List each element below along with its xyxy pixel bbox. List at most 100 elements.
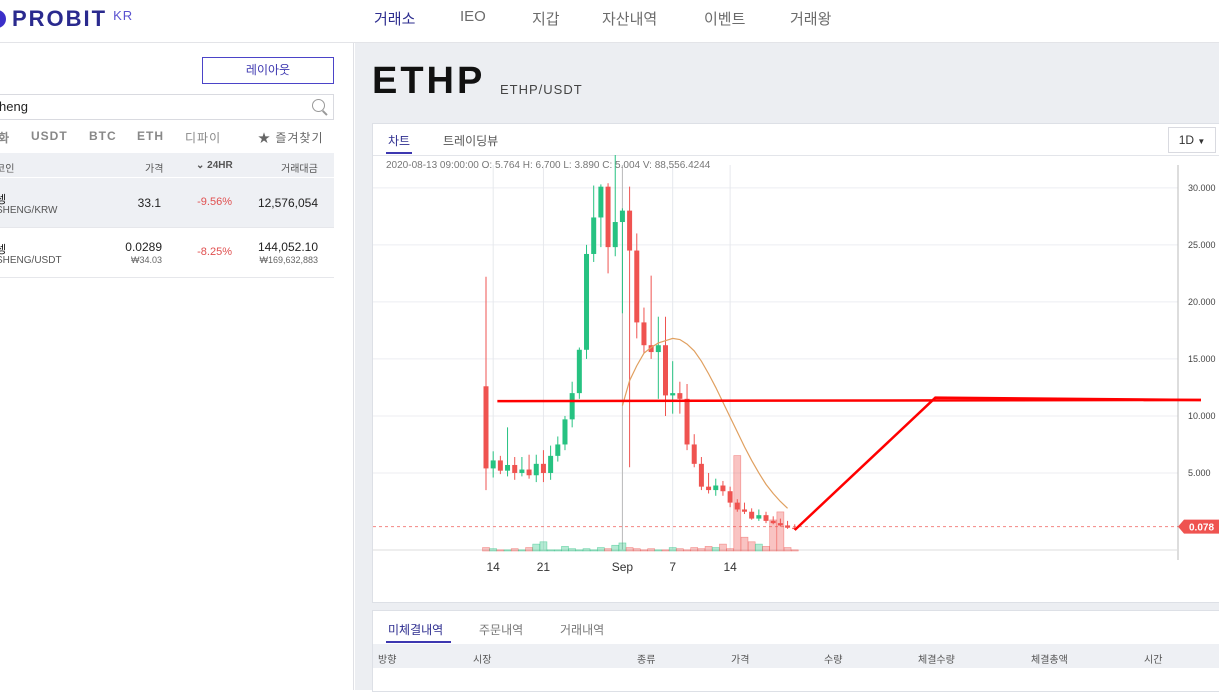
volume-bar [611,544,620,552]
nav-wallet[interactable]: 지갑 [532,11,560,28]
volume-bar [510,548,519,552]
candlestick-chart[interactable]: 30.000 25.000 20.000 15.000 10.000 5.000 14 21 S… [373,155,1219,600]
candle-body [634,250,640,323]
volume-bar [618,542,627,552]
candle-body [540,463,546,473]
logo-mark-icon [0,10,6,28]
tab-order-history[interactable]: 주문내역 [479,623,524,637]
candle-body [734,502,740,510]
nav-trading-king[interactable]: 거래왕 [790,11,832,28]
col-change[interactable]: ⌄ 24HR [196,160,233,171]
candle-body [569,393,575,420]
logo-region: KR [113,8,134,23]
coin-pair-label: ETHP/USDT [500,82,583,97]
interval-value: 1D [1178,133,1195,147]
tab-trade-history[interactable]: 거래내역 [560,623,605,637]
x-tick-label: Sep [612,560,634,574]
logo-text: PROBIT [12,6,108,31]
market-row[interactable]: 셍 SHENG/KRW 33.1 -9.56% 12,576,054 [0,178,334,228]
volume-bar [668,547,677,552]
market-tab-usdt[interactable]: USDT [31,129,68,143]
market-tab-favorites[interactable]: ★ 즐겨찾기 [258,131,324,145]
volume-bar [582,548,591,552]
volume-bar [697,548,706,552]
volume-bar [597,547,605,552]
candle-body [670,393,676,396]
search-icon[interactable] [312,99,325,112]
coin-volume: 144,052.10 [257,240,318,254]
candle-body [598,186,604,218]
col-price[interactable]: 가격 [145,164,164,175]
tab-tradingview[interactable]: 트레이딩뷰 [443,134,499,148]
coin-pair: SHENG/KRW [0,205,58,216]
col-coin[interactable]: 코인 [0,164,15,175]
candle-body [526,469,532,476]
volume-bar [554,549,562,552]
probit-logo[interactable]: PROBIT KR [0,6,133,32]
market-row[interactable]: 셍 SHENG/USDT 0.0289 ₩34.03 -8.25% 144,05… [0,228,334,278]
last-price-tag [1178,519,1219,534]
coin-price: 33.1 [137,196,161,210]
nav-exchange[interactable]: 거래소 [374,11,416,28]
candle-body [698,463,704,487]
coin-price: 0.0289 [125,240,162,254]
candle-body [505,464,511,471]
volume-bar [747,541,756,552]
active-tab-indicator [386,152,412,154]
volume-bar [482,547,490,552]
coin-title: ETHP [372,60,486,102]
y-tick-label: 25.000 [1188,240,1216,250]
volume-bar [632,548,641,552]
col-type: 종류 [637,655,656,666]
col-filled-total: 체결총액 [1031,655,1068,666]
market-tab-defi[interactable]: 디파이 [185,131,222,145]
tab-open-orders[interactable]: 미체결내역 [388,623,444,637]
volume-bar [640,549,648,552]
x-tick-label: 21 [537,560,551,574]
candle-body [677,393,683,399]
col-volume[interactable]: 거래대금 [281,164,318,175]
market-tab-eth[interactable]: ETH [137,129,164,143]
candle-body [691,444,697,464]
volume-bar [589,549,598,552]
volume-bar [719,543,727,552]
volume-bar [654,549,663,552]
interval-select[interactable]: 1D ▼ [1168,127,1216,153]
orders-panel: 미체결내역 주문내역 거래내역 방향 시장 종류 가격 수량 체결수량 체결총액… [372,610,1219,692]
volume-bar [575,549,584,552]
candle-body [619,210,625,223]
top-header: PROBIT KR 거래소 IEO 지갑 자산내역 이벤트 거래왕 [0,0,1219,43]
market-tab-krw[interactable]: 화 [0,131,11,145]
candle-body [720,485,726,492]
market-list-panel: 레이아웃 heng 화 USDT BTC ETH 디파이 ★ 즐겨찾기 코인 가… [0,43,354,690]
nav-events[interactable]: 이벤트 [704,11,746,28]
volume-bar [769,519,778,552]
candle-body [562,419,568,445]
tab-chart[interactable]: 차트 [388,134,411,148]
candle-body [655,345,661,353]
market-tab-btc[interactable]: BTC [89,129,117,143]
candle-body [483,386,489,469]
candle-body [706,486,712,491]
coin-volume-krw: ₩169,632,883 [259,255,318,265]
volume-bar [561,546,569,552]
volume-bar [726,548,734,552]
nav-asset-history[interactable]: 자산내역 [602,11,658,28]
caret-down-icon: ▼ [1197,137,1206,146]
orders-table-header: 방향 시장 종류 가격 수량 체결수량 체결총액 시간 [373,644,1219,668]
y-tick-label: 15.000 [1188,354,1216,364]
volume-bar [683,549,691,552]
volume-bar [790,549,799,552]
candle-body [684,398,690,445]
market-search-input[interactable]: heng [0,94,334,120]
volume-bar [539,541,548,552]
active-tab-indicator [386,641,451,643]
volume-bar [525,547,533,552]
candle-body [612,222,618,248]
candle-body [749,511,755,519]
layout-button[interactable]: 레이아웃 [202,57,334,84]
col-side: 방향 [378,655,397,666]
candle-body [727,491,733,503]
nav-ieo[interactable]: IEO [460,8,486,25]
candle-body [713,485,719,491]
